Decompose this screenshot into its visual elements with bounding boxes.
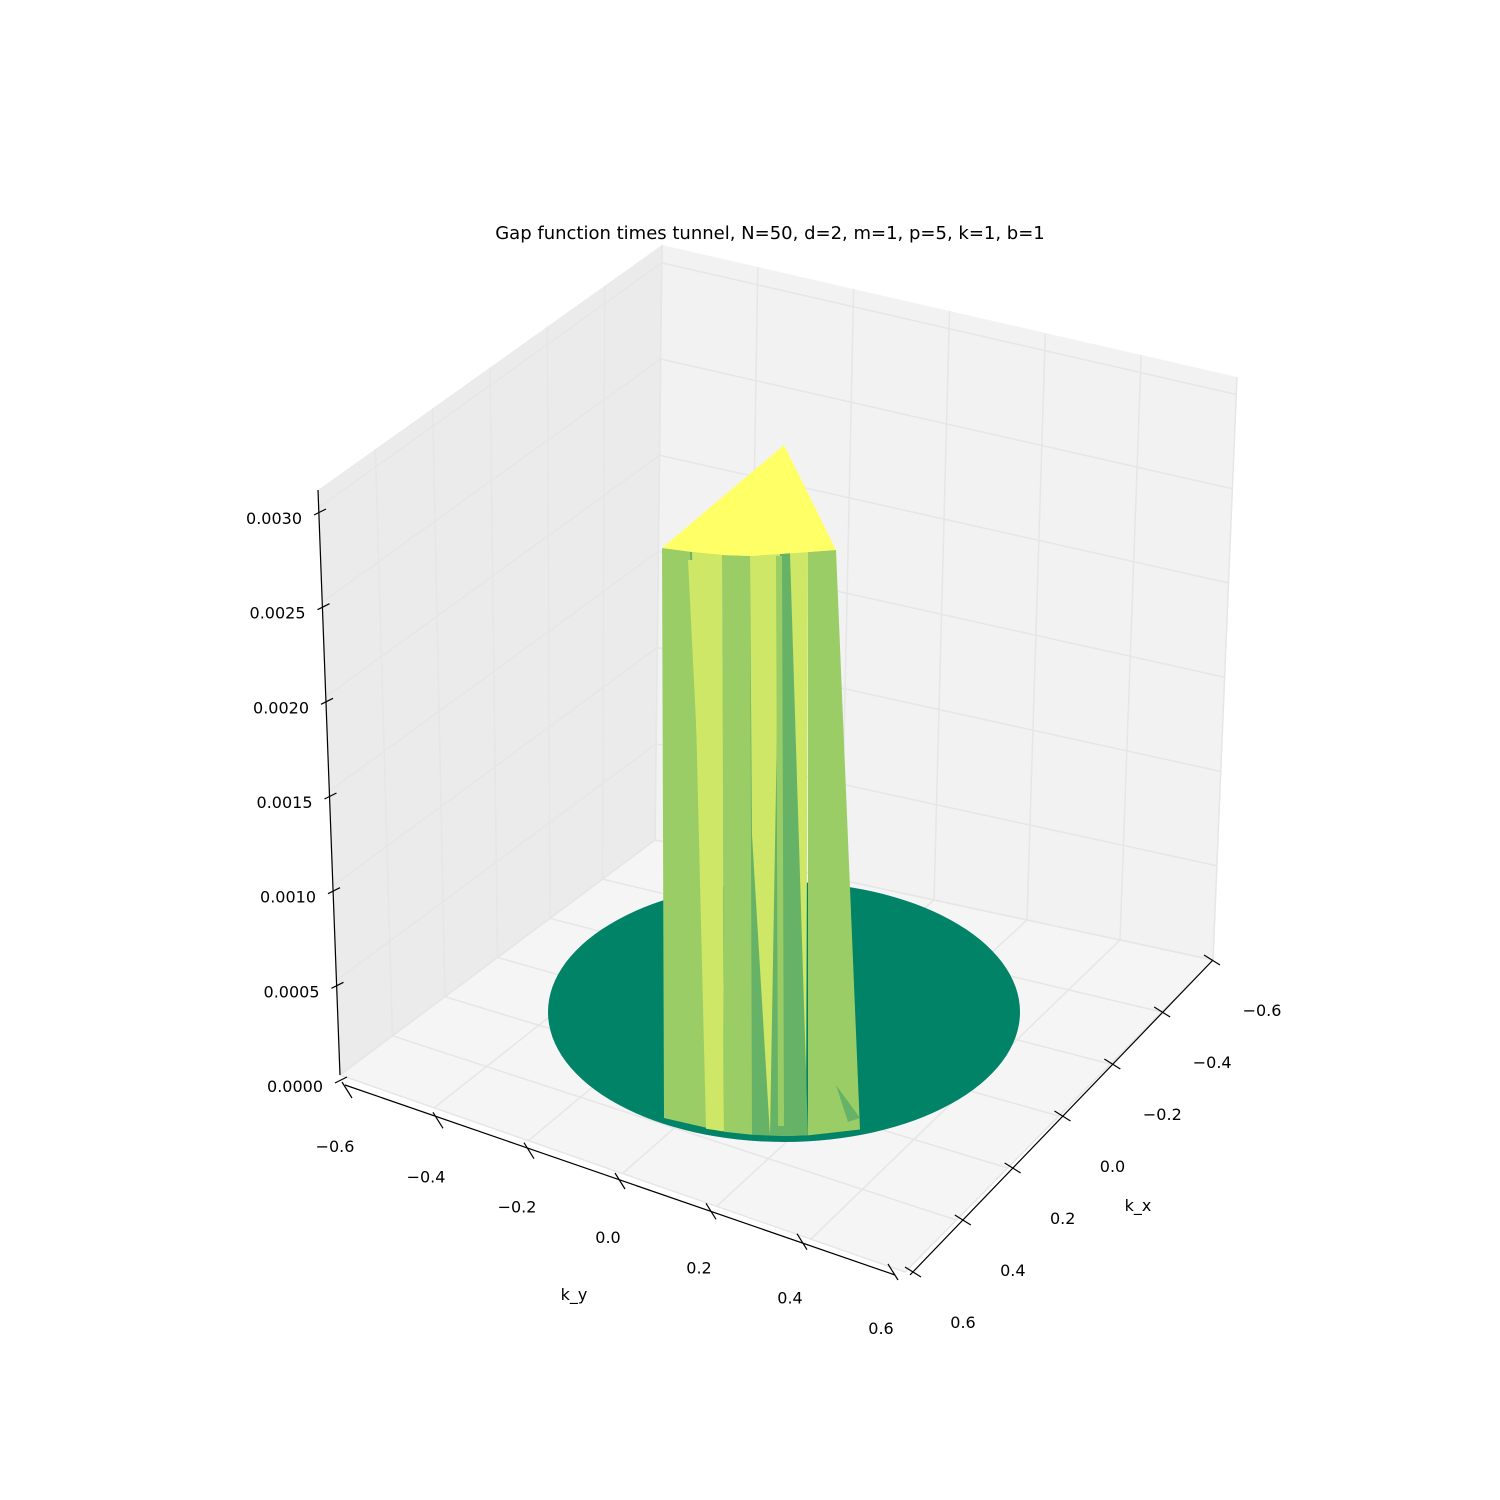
back-grid-line: [1119, 354, 1142, 941]
column-face: [722, 555, 752, 1135]
z-tick-label: 0.0025: [250, 604, 306, 623]
y-tick-label: 0.2: [686, 1258, 711, 1277]
x-tick-mark: [904, 1266, 922, 1278]
z-tick-label: 0.0020: [253, 698, 309, 717]
z-tick-label: 0.0005: [264, 982, 320, 1001]
y-tick-label: −0.6: [316, 1137, 355, 1156]
column-face: [836, 1085, 860, 1122]
z-axis-line: [317, 489, 341, 1076]
side-grid-line: [332, 647, 658, 887]
x-tick-label: −0.6: [1243, 1001, 1282, 1020]
y-tick-label: −0.2: [498, 1198, 537, 1217]
x-tick-label: 0.0: [1100, 1157, 1125, 1176]
floor-grid-line: [392, 1035, 957, 1221]
x-tick-mark: [954, 1214, 972, 1226]
chart-title: Gap function times tunnel, N=50, d=2, m=…: [495, 223, 1045, 244]
side-grid-line: [546, 326, 551, 919]
back-grid-line: [660, 358, 1233, 490]
y-tick-label: 0.4: [777, 1289, 802, 1308]
column-face: [780, 553, 808, 1136]
x-tick-label: 0.6: [950, 1313, 975, 1332]
x-tick-mark: [1104, 1058, 1121, 1070]
y-tick-label: −0.4: [407, 1167, 446, 1186]
y-tick-mark: [432, 1112, 444, 1129]
side-grid-line: [339, 839, 656, 1076]
x-tick-mark: [1054, 1110, 1071, 1122]
axis-ticks: 0.00000.00050.00100.00150.00200.00250.00…: [246, 508, 1282, 1338]
z-tick-mark: [317, 603, 330, 611]
z-tick-label: 0.0015: [257, 793, 313, 812]
y-tick-mark: [523, 1142, 535, 1159]
back-grid-line: [661, 262, 1237, 396]
column-face: [776, 556, 784, 1126]
x-tick-mark: [1004, 1162, 1021, 1174]
side-grid-line: [489, 367, 499, 958]
side-grid-line: [431, 408, 446, 997]
x-axis-label: k_x: [1125, 1196, 1152, 1216]
z-tick-label: 0.0030: [246, 509, 302, 528]
y-tick-mark: [705, 1203, 717, 1220]
side-grid-line: [325, 454, 660, 698]
x-tick-mark: [1153, 1006, 1171, 1018]
z-tick-mark: [324, 792, 337, 800]
y-tick-mark: [796, 1233, 808, 1250]
z-tick-mark: [320, 697, 334, 705]
z-tick-label: 0.0000: [267, 1077, 323, 1096]
side-grid-line: [321, 358, 662, 603]
y-tick-mark: [341, 1081, 353, 1099]
side-grid-line: [654, 244, 663, 841]
x-tick-label: −0.4: [1193, 1053, 1232, 1072]
side-grid-line: [374, 449, 394, 1036]
side-grid-line: [335, 743, 657, 982]
back-grid-line: [1026, 332, 1047, 921]
z-tick-mark: [313, 508, 327, 516]
y-tick-mark: [614, 1172, 626, 1190]
column-face: [808, 550, 860, 1136]
floor-grid-line: [339, 1074, 906, 1273]
y-tick-label: 0.6: [868, 1319, 893, 1338]
z-tick-mark: [331, 981, 344, 989]
side-grid-line: [601, 285, 606, 880]
column-face: [688, 560, 722, 1128]
side-grid-line: [318, 262, 663, 509]
x-tick-label: 0.2: [1050, 1209, 1075, 1228]
back-grid-line: [933, 310, 951, 901]
x-tick-mark: [1203, 954, 1221, 966]
y-axis-label: k_y: [561, 1285, 588, 1305]
column-cap: [662, 445, 836, 556]
z-tick-label: 0.0010: [260, 888, 316, 907]
y-tick-mark: [887, 1263, 899, 1281]
z-tick-mark: [334, 1076, 348, 1084]
surface-column: [662, 445, 860, 1136]
x-tick-label: 0.4: [1000, 1261, 1025, 1280]
column-face: [750, 554, 780, 1136]
y-tick-label: 0.0: [595, 1228, 620, 1247]
x-tick-label: −0.2: [1143, 1105, 1182, 1124]
side-grid-line: [328, 550, 659, 792]
surface: [548, 445, 1020, 1142]
back-grid-line: [1212, 376, 1238, 961]
back-pane-left: [318, 245, 662, 1075]
z-tick-mark: [327, 887, 341, 895]
